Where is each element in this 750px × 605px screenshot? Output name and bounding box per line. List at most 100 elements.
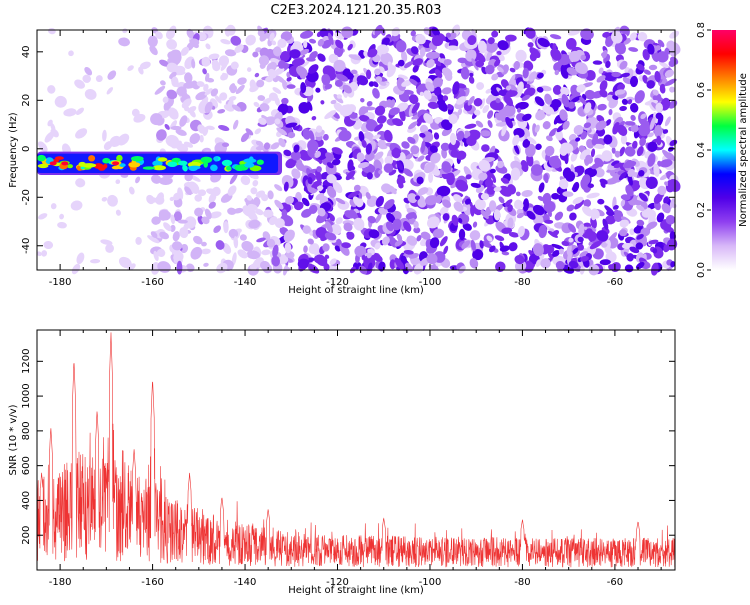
spectrogram-noise-blob [607, 232, 618, 244]
spectrogram-noise-blob [247, 203, 258, 211]
spectrogram-noise-blob [477, 40, 487, 54]
y-tick-label: -20 [21, 189, 32, 205]
spectrogram-noise-blob [493, 186, 502, 192]
spectrogram-noise-blob [552, 230, 560, 236]
spectrogram-noise-blob [640, 113, 647, 120]
spectrogram-noise-blob [648, 64, 658, 71]
spectrogram-noise-blob [468, 76, 475, 84]
spectrogram-noise-blob [256, 237, 266, 243]
signal-band-peak [210, 164, 218, 172]
spectrogram-noise-blob [317, 38, 325, 47]
spectrogram-noise-blob [202, 68, 207, 75]
spectrogram-noise-blob [307, 139, 319, 153]
spectrogram-noise-blob [255, 140, 264, 147]
spectrogram-y-axis-label: Frequency (Hz) [8, 112, 19, 188]
spectrogram-noise-blob [423, 90, 432, 100]
spectrogram-noise-blob [657, 39, 665, 48]
spectrogram-noise-blob [515, 101, 529, 110]
spectrogram-noise-blob [499, 245, 510, 252]
spectrogram-noise-blob [624, 121, 636, 126]
spectrogram-noise-blob [582, 205, 593, 217]
spectrogram-noise-blob [375, 213, 382, 224]
spectrogram-noise-blob [419, 91, 425, 97]
spectrogram-noise-blob [75, 178, 86, 188]
spectrogram-noise-blob [611, 71, 621, 78]
spectrogram-noise-blob [479, 240, 484, 249]
spectrogram-noise-blob [636, 219, 645, 227]
spectrogram-noise-blob [448, 113, 458, 125]
spectrogram-noise-blob [621, 72, 630, 78]
spectrogram-noise-blob [667, 152, 676, 162]
spectrogram-noise-blob [573, 125, 584, 135]
spectrogram-noise-blob [287, 131, 296, 139]
spectrogram-noise-blob [293, 144, 300, 153]
spectrogram-noise-blob [465, 174, 472, 180]
spectrogram-noise-blob [231, 104, 241, 112]
spectrogram-noise-blob [647, 153, 656, 167]
spectrogram-noise-blob [221, 142, 230, 148]
spectrogram-noise-blob [285, 196, 295, 205]
spectrogram-noise-blob [239, 234, 247, 241]
spectrogram-noise-blob [281, 209, 288, 219]
spectrogram-noise-blob [320, 100, 325, 105]
spectrogram-noise-blob [567, 250, 572, 265]
spectrogram-noise-blob [613, 205, 619, 210]
snr-panel: -180 -160 -140 -120 -100 -80 -60 200 400 600 800 1… [8, 329, 676, 596]
spectrogram-noise-blob [76, 252, 85, 265]
spectrogram-noise-blob [464, 87, 470, 97]
spectrogram-noise-blob [382, 236, 390, 246]
spectrogram-noise-blob [530, 164, 543, 176]
spectrogram-noise-blob [378, 81, 387, 86]
spectrogram-noise-blob [497, 160, 505, 169]
spectrogram-noise-blob [341, 26, 354, 39]
spectrogram-noise-blob [572, 196, 584, 205]
spectrogram-noise-blob [276, 127, 288, 136]
spectrogram-noise-blob [410, 46, 419, 55]
colorbar-label: Normalized spectral amplitude [738, 73, 749, 227]
spectrogram-noise-blob [375, 195, 384, 208]
spectrogram-noise-blob [417, 155, 425, 162]
signal-band-max [61, 161, 69, 166]
spectrogram-noise-blob [252, 179, 259, 187]
spectrogram-noise-blob [330, 99, 337, 105]
spectrogram-noise-blob [614, 150, 621, 158]
spectrogram-noise-blob [534, 96, 545, 107]
spectrogram-noise-blob [481, 241, 493, 248]
spectrogram-noise-blob [491, 30, 499, 38]
spectrogram-noise-blob [638, 122, 651, 137]
signal-band-peak [78, 161, 86, 167]
spectrogram-noise-blob [149, 45, 158, 56]
spectrogram-noise-blob [74, 79, 85, 89]
spectrogram-noise-blob [647, 141, 658, 152]
spectrogram-noise-blob [388, 185, 397, 195]
spectrogram-noise-blob [637, 32, 648, 42]
spectrogram-noise-blob [643, 69, 651, 75]
spectrogram-noise-blob [63, 108, 77, 117]
spectrogram-noise-blob [601, 150, 613, 162]
spectrogram-noise-blob [419, 132, 426, 138]
spectrogram-noise-blob [633, 225, 643, 234]
spectrogram-noise-blob [156, 129, 167, 141]
spectrogram-noise-blob [567, 223, 577, 233]
spectrogram-noise-blob [155, 31, 163, 40]
spectrogram-noise-blob [351, 69, 358, 75]
spectrogram-noise-blob [396, 160, 404, 171]
spectrogram-noise-blob [414, 195, 421, 201]
spectrogram-noise-blob [508, 242, 518, 252]
spectrogram-noise-blob [664, 78, 677, 87]
spectrogram-noise-blob [489, 168, 496, 174]
spectrogram-noise-blob [128, 186, 135, 195]
spectrogram-noise-blob [619, 219, 629, 228]
spectrogram-noise-blob [391, 148, 401, 159]
spectrogram-noise-blob [653, 163, 660, 177]
spectrogram-noise-blob [613, 162, 623, 169]
spectrogram-noise-blob [105, 243, 115, 253]
spectrogram-noise-blob [204, 208, 212, 220]
spectrogram-noise-blob [599, 80, 608, 92]
spectrogram-noise-blob [203, 262, 209, 267]
spectrogram-noise-blob [473, 98, 483, 107]
signal-band-peak [88, 155, 96, 162]
spectrogram-noise-blob [469, 230, 481, 241]
spectrogram-noise-blob [668, 60, 676, 68]
signal-band-peak [36, 154, 46, 162]
